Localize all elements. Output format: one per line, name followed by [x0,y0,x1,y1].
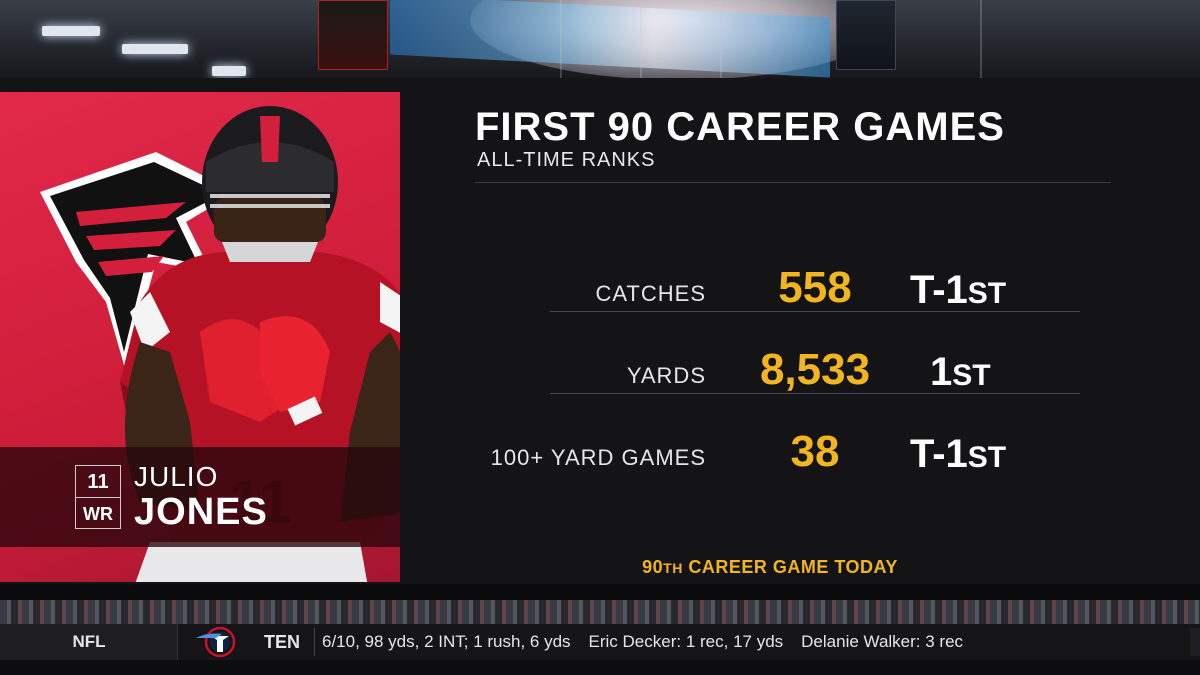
ticker-divider [314,628,315,656]
graphic-title: FIRST 90 CAREER GAMES [475,105,1005,149]
stat-rank-suffix: ST [967,277,1007,310]
jersey-number: 11 [87,471,109,493]
titans-logo-icon [196,626,236,658]
ticker-stat-line: 6/10, 98 yds, 2 INT; 1 rush, 6 yds Eric D… [322,624,1022,660]
stat-rank: T-1ST [910,268,1006,316]
stadium-scoreboard [836,0,896,70]
score-ticker: NFL TEN 6/10, 98 yds, 2 INT; 1 rush, 6 y… [0,624,1200,675]
stat-value: 38 [790,427,840,476]
stadium-light [42,26,100,36]
player-position: WR [83,504,113,524]
player-last-name: JONES [134,491,268,533]
stat-row-100-yard-games: 100+ YARD GAMES 38 T-1ST [0,422,1200,482]
stadium-truss [720,0,722,80]
stadium-background [0,0,1200,80]
stat-rank-main: T-1 [910,268,968,312]
graphic-subtitle: ALL-TIME RANKS [477,149,656,171]
stadium-light [122,44,188,54]
footnote-suffix: TH [663,560,683,576]
jersey-badge: 11 WR [75,465,121,529]
stat-value: 558 [778,263,852,312]
title-divider [475,182,1111,183]
player-nameplate: 11 WR JULIO JONES [0,447,400,547]
stat-divider [550,393,1080,394]
footnote-number: 90 [642,557,664,577]
stat-rank: 1ST [930,350,991,398]
stadium-truss [980,0,982,80]
stats-graphic-panel: 11 11 WR JULIO JONES FIRST 90 CAREER GAM… [0,78,1200,584]
stat-rank-suffix: ST [967,441,1007,474]
stat-label: CATCHES [595,281,706,306]
stat-value: 8,533 [759,345,871,394]
stadium-truss [640,0,642,80]
stat-rank-main: 1 [930,350,953,394]
falcons-logo-icon [40,152,236,372]
ticker-item: Eric Decker: 1 rec, 17 yds [588,632,784,651]
jersey-divider [76,497,120,498]
stat-rank-main: T-1 [910,432,968,476]
ticker-item: 6/10, 98 yds, 2 INT; 1 rush, 6 yds [322,632,571,651]
team-abbreviation: TEN [264,632,300,652]
stat-row-yards: YARDS 8,533 1ST [0,340,1200,400]
stadium-light [212,66,246,76]
league-label: NFL [72,632,106,651]
player-first-name: JULIO [134,461,219,492]
stat-label: YARDS [626,363,706,388]
stat-row-catches: CATCHES 558 T-1ST [0,258,1200,318]
stat-label: 100+ YARD GAMES [490,445,706,470]
player-card: 11 11 WR JULIO JONES [0,92,400,582]
stadium-truss [560,0,562,80]
ticker-edge [1190,628,1200,656]
footnote-text: CAREER GAME TODAY [682,557,898,577]
ticker-item: Delanie Walker: 3 rec [801,632,964,651]
league-cell: NFL [0,624,178,660]
stat-divider [550,311,1080,312]
stat-rank-suffix: ST [952,359,991,392]
stat-rank: T-1ST [910,432,1006,480]
stadium-scoreboard [318,0,388,70]
footnote: 90TH CAREER GAME TODAY [550,556,990,579]
crowd-strip [0,600,1200,624]
ticker-bottom-bar [0,660,1200,675]
